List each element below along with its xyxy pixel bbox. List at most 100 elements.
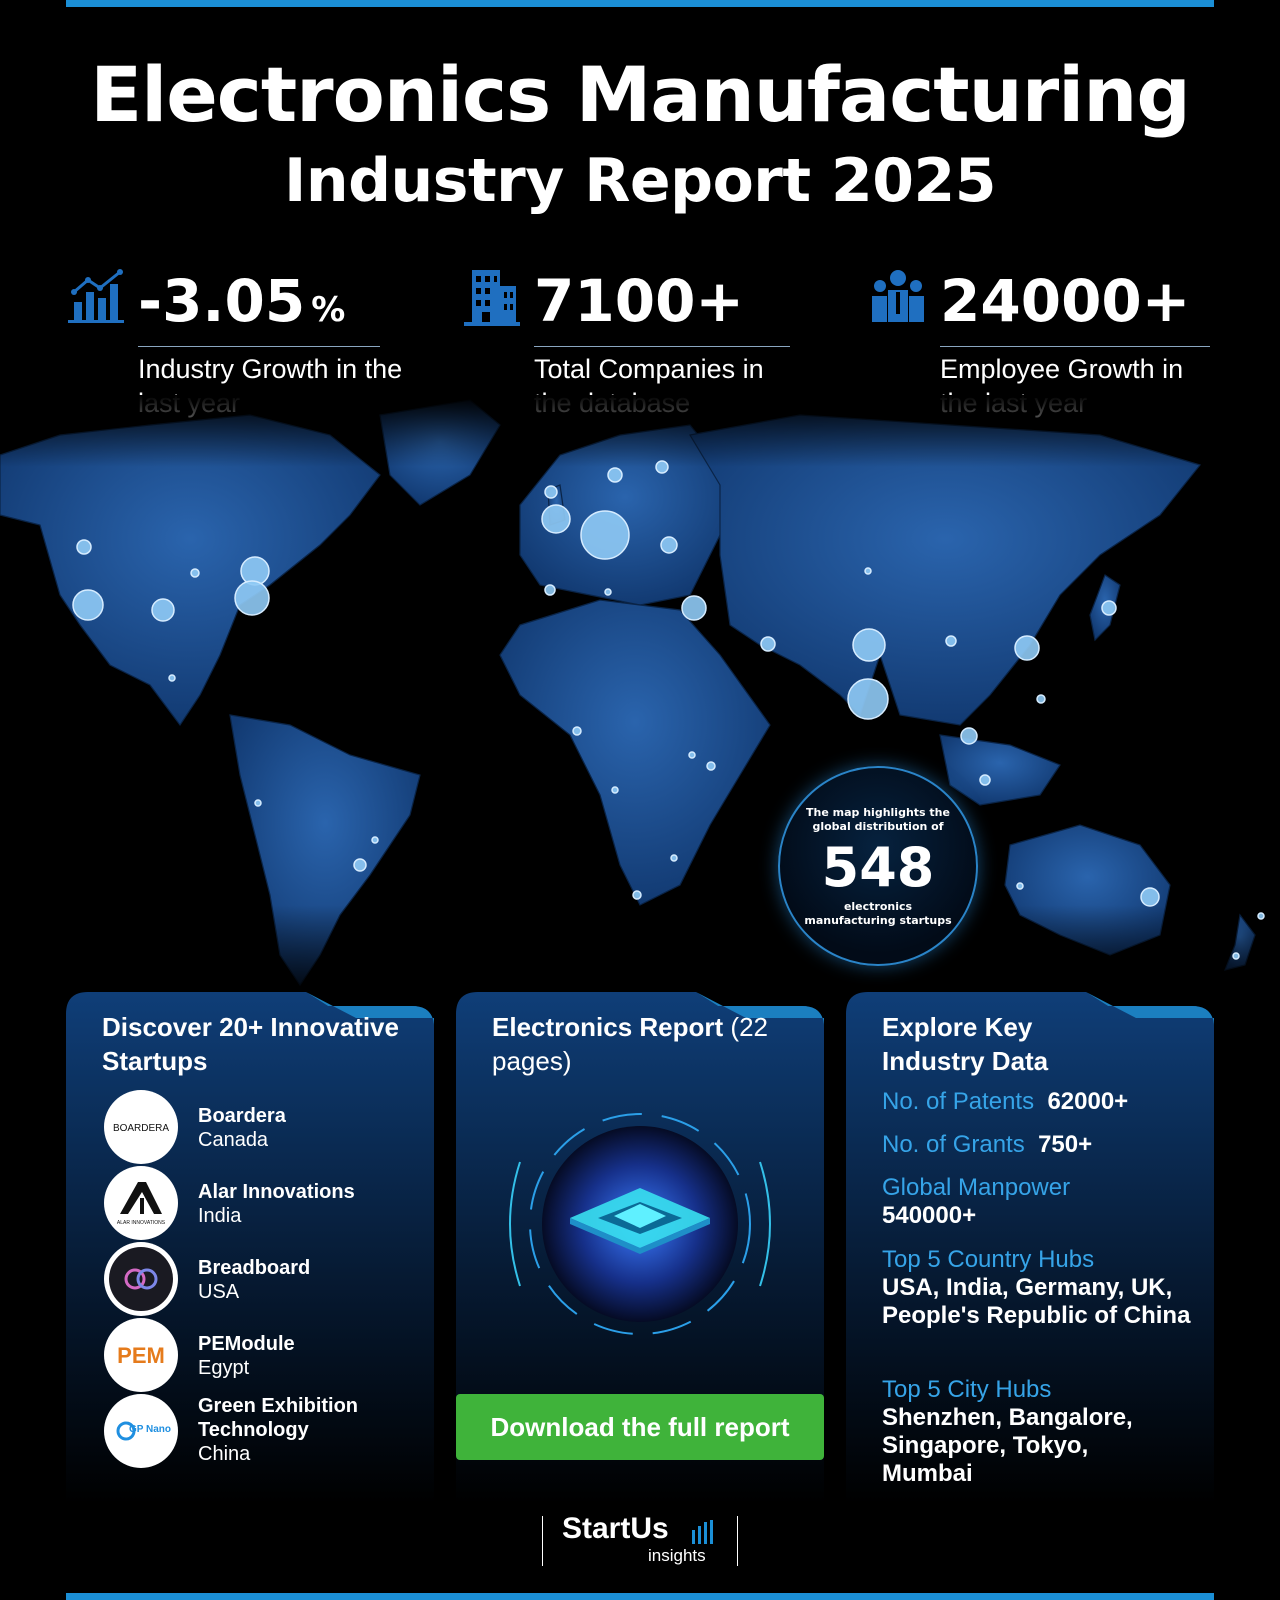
map-dot [544, 584, 556, 596]
startup-country: Egypt [198, 1357, 250, 1379]
startup-name: Alar Innovations [198, 1181, 355, 1203]
startup-logo: ALAR INNOVATIONS [104, 1166, 178, 1240]
startup-name: Boardera [198, 1105, 286, 1127]
map-dot [670, 854, 678, 862]
badge-number: 548 [821, 836, 935, 899]
grants-label: No. of Grants [882, 1131, 1025, 1158]
divider [534, 346, 790, 347]
badge-caption-top: The map highlights the global distributi… [806, 806, 950, 833]
startups-card: Discover 20+ Innovative Startups BOARDER… [66, 992, 434, 1504]
startup-logo: BOARDERA [104, 1090, 178, 1164]
brand-subtitle: insights [648, 1546, 706, 1565]
download-report-button[interactable]: Download the full report [456, 1394, 824, 1460]
card-title: Electronics Report (22 pages) [492, 1012, 768, 1076]
map-dot [979, 774, 991, 786]
svg-text:ALAR INNOVATIONS: ALAR INNOVATIONS [117, 1220, 166, 1226]
map-dot [655, 460, 669, 474]
map-dot [945, 635, 957, 647]
svg-text:PEM: PEM [117, 1343, 165, 1368]
stat-value: -3.05% [138, 267, 346, 335]
svg-text:BOARDERA: BOARDERA [113, 1123, 169, 1134]
divider [138, 346, 380, 347]
card-title: Discover 20+ Innovative Startups [102, 1012, 399, 1076]
map-dot [706, 761, 716, 771]
map-dot [1232, 952, 1240, 960]
divider [940, 346, 1210, 347]
badge-caption-bottom: electronics manufacturing startups [804, 900, 952, 927]
grants-row: No. of Grants 750+ [882, 1131, 1202, 1159]
map-dot [1140, 887, 1160, 907]
card-background [456, 992, 824, 1504]
map-dot [604, 588, 612, 596]
map-dot [611, 786, 619, 794]
building-icon [464, 270, 520, 326]
map-dot [607, 467, 623, 483]
startup-name: Breadboard [198, 1257, 311, 1279]
map-dot [847, 678, 889, 720]
startup-count-badge: The map highlights the global distributi… [778, 766, 978, 966]
map-dot [1016, 882, 1024, 890]
chip-illustration [509, 1113, 771, 1335]
map-dot [151, 598, 175, 622]
city-hubs-row: Top 5 City Hubs Shenzhen, Bangalore, Sin… [882, 1376, 1202, 1488]
country-hubs-value: USA, India, Germany, UK, People's Republ… [882, 1274, 1191, 1329]
country-hubs-label: Top 5 Country Hubs [882, 1246, 1095, 1273]
manpower-value: 540000+ [882, 1202, 977, 1229]
map-dot [544, 485, 558, 499]
divider [542, 1516, 543, 1566]
report-card: Electronics Report (22 pages) Download t… [456, 992, 824, 1504]
svg-text:GP Nano: GP Nano [129, 1424, 171, 1435]
signal-bars-icon [692, 1520, 713, 1544]
map-dot [234, 580, 270, 616]
top-accent-bar [66, 0, 1214, 7]
card-background [846, 992, 1214, 1504]
growth-chart-icon [68, 269, 124, 323]
brand-name: StartUs [562, 1512, 669, 1545]
world-map [0, 395, 1280, 995]
map-dot [168, 674, 176, 682]
map-dot [688, 751, 696, 759]
startup-item[interactable]: Breadboard USA [104, 1242, 424, 1316]
stat-value: 7100+ [534, 267, 745, 335]
map-dot [353, 858, 367, 872]
startup-logo: GP Nano [104, 1394, 178, 1468]
patents-label: No. of Patents [882, 1088, 1035, 1115]
map-dot [572, 726, 582, 736]
map-dot [190, 568, 200, 578]
startup-logo [104, 1242, 178, 1316]
map-dot [852, 628, 886, 662]
stat-value: 24000+ [940, 267, 1191, 335]
startup-name: Green Exhibition Technology [198, 1395, 359, 1441]
map-dot [960, 727, 978, 745]
grants-value: 750+ [1038, 1131, 1093, 1158]
map-dot [864, 567, 872, 575]
card-title: Explore Key Industry Data [882, 1012, 1049, 1076]
map-dot [1257, 912, 1265, 920]
map-dot [681, 595, 707, 621]
startup-item[interactable]: GP Nano Green Exhibition Technology Chin… [104, 1394, 424, 1468]
page-title-line2: Industry Report 2025 [284, 146, 996, 216]
startup-country: Canada [198, 1129, 269, 1151]
country-hubs-row: Top 5 Country Hubs USA, India, Germany, … [882, 1246, 1202, 1330]
startup-item[interactable]: ALAR INNOVATIONS Alar Innovations India [104, 1166, 424, 1240]
divider [737, 1516, 738, 1566]
map-dot [541, 504, 571, 534]
map-dot [371, 836, 379, 844]
startup-name: PEModule [198, 1333, 295, 1355]
startup-country: China [198, 1443, 251, 1465]
people-icon [872, 270, 924, 322]
startus-insights-logo[interactable]: StartUs insights [540, 1512, 740, 1582]
map-dot [254, 799, 262, 807]
startup-country: India [198, 1205, 242, 1227]
map-dot [760, 636, 776, 652]
manpower-row: Global Manpower 540000+ [882, 1174, 1202, 1230]
map-dot [76, 539, 92, 555]
map-dot [632, 890, 642, 900]
map-dot [72, 589, 104, 621]
map-dot [1101, 600, 1117, 616]
patents-row: No. of Patents 62000+ [882, 1088, 1202, 1116]
startup-item[interactable]: BOARDERA Boardera Canada [104, 1090, 424, 1164]
startup-item[interactable]: PEM PEModule Egypt [104, 1318, 424, 1392]
startup-logo: PEM [104, 1318, 178, 1392]
page-title-line1: Electronics Manufacturing [90, 50, 1191, 139]
